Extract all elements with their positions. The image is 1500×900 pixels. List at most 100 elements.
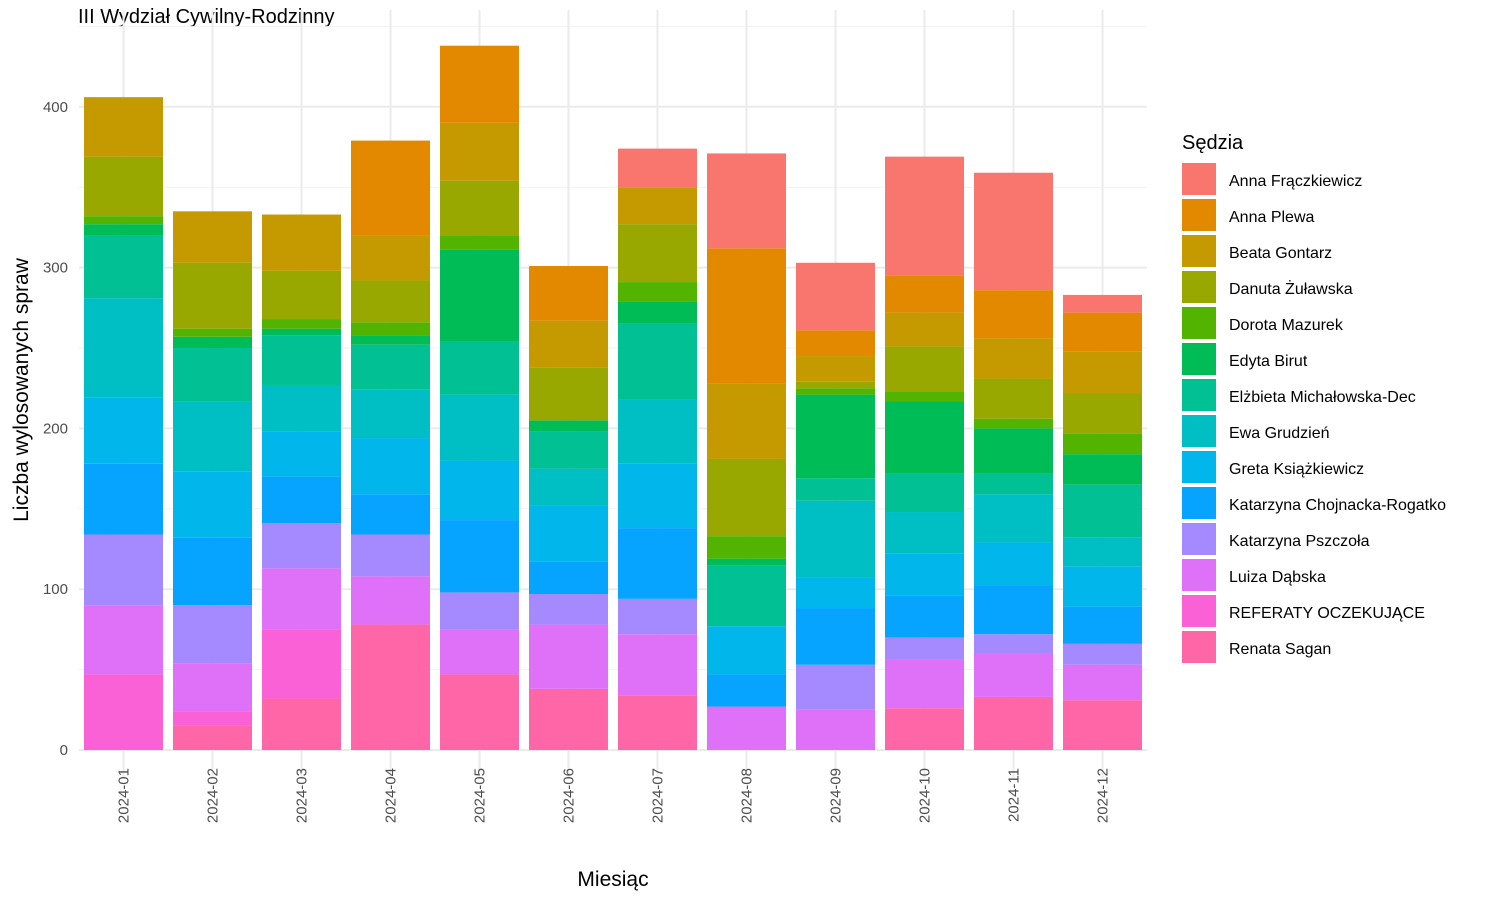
bar-segment <box>173 663 252 712</box>
bar-segment <box>84 216 163 225</box>
bar-segment <box>440 629 519 675</box>
bar-segment <box>618 695 697 750</box>
legend-label: Dorota Mazurek <box>1229 317 1344 334</box>
bar-segment <box>440 592 519 630</box>
bar-segment <box>707 536 786 559</box>
bar-segment <box>1063 484 1142 538</box>
bar-segment <box>262 629 341 699</box>
legend-key <box>1182 595 1216 627</box>
bar-segment <box>84 463 163 535</box>
x-tick-label: 2024-08 <box>739 768 756 823</box>
bar-segment <box>618 148 697 188</box>
legend-label: Katarzyna Chojnacka-Rogatko <box>1229 497 1446 514</box>
bar-segment <box>440 394 519 461</box>
bar-segment <box>440 180 519 236</box>
bar-segment <box>974 428 1053 474</box>
bar-segment <box>796 381 875 389</box>
legend-key <box>1182 631 1216 663</box>
bar-segment <box>885 637 964 660</box>
bar-segment <box>885 401 964 474</box>
bar-segment <box>173 605 252 664</box>
legend-label: Beata Gontarz <box>1229 245 1332 262</box>
bar-segment <box>1063 351 1142 394</box>
bar-segment <box>173 711 252 726</box>
bar-segment <box>529 624 608 689</box>
bar-segment <box>262 335 341 385</box>
bar-segment <box>84 156 163 217</box>
bar-segment <box>618 282 697 302</box>
bar-segment <box>262 328 341 336</box>
legend-label: Greta Książkiewicz <box>1229 461 1364 478</box>
y-axis-title: Liczba wylosowanych spraw <box>10 257 33 522</box>
bar-segment <box>974 473 1053 495</box>
bar-segment <box>351 534 430 577</box>
bar-segment <box>262 431 341 477</box>
bar-segment <box>885 553 964 596</box>
bar-segment <box>618 301 697 324</box>
y-tick-label: 200 <box>43 420 68 437</box>
legend-key <box>1182 379 1216 411</box>
bar-segment <box>440 520 519 593</box>
bar-segment <box>796 608 875 665</box>
bar-segment <box>707 565 786 627</box>
bar-segment <box>885 708 964 750</box>
bar-segment <box>351 280 430 323</box>
bar-segment <box>618 224 697 283</box>
bar-segment <box>529 420 608 432</box>
bar-segment <box>618 323 697 400</box>
x-tick-label: 2024-06 <box>561 768 578 823</box>
bar-segment <box>529 431 608 469</box>
bar-segment <box>1063 393 1142 434</box>
legend: Sędzia Anna Frączkiewicz Anna Plewa Beata … <box>1182 132 1446 663</box>
bar-segment <box>1063 606 1142 644</box>
bar-segment <box>974 542 1053 586</box>
chart-title: III Wydział Cywilny-Rodzinny <box>78 6 335 28</box>
y-tick-label: 100 <box>43 581 68 598</box>
bar-segment <box>796 330 875 357</box>
x-tick-label: 2024-07 <box>650 768 667 823</box>
legend-key <box>1182 523 1216 555</box>
legend-key <box>1182 343 1216 375</box>
bar-segment <box>173 262 252 329</box>
bar-segment <box>351 335 430 345</box>
bar-segment <box>440 249 519 342</box>
legend-label: Anna Plewa <box>1229 209 1314 226</box>
bar-segment <box>351 344 430 390</box>
bar-segment <box>618 634 697 696</box>
bar-segment <box>796 356 875 382</box>
bar-segment <box>84 298 163 398</box>
legend-key <box>1182 235 1216 267</box>
bar-segment <box>262 476 341 524</box>
legend-key <box>1182 415 1216 447</box>
bar-segment <box>885 659 964 709</box>
bar-segment <box>351 322 430 336</box>
legend-label: Luiza Dąbska <box>1229 569 1326 586</box>
x-axis-title: Miesiąc <box>577 868 648 891</box>
bar-segment <box>796 388 875 395</box>
bar-segment <box>618 399 697 464</box>
bar-segment <box>707 383 786 459</box>
bar-segment <box>974 494 1053 543</box>
bar-segment <box>796 664 875 710</box>
y-tick-label: 300 <box>43 260 68 277</box>
x-tick-label: 2024-04 <box>383 768 400 823</box>
bar-segment <box>262 698 341 750</box>
bars <box>84 45 1142 750</box>
bar-segment <box>1063 700 1142 750</box>
bar-segment <box>1063 566 1142 607</box>
bar-segment <box>440 45 519 123</box>
bar-segment <box>351 624 430 750</box>
bar-segment <box>529 505 608 562</box>
legend-label: REFERATY OCZEKUJĄCE <box>1229 605 1425 622</box>
bar-segment <box>262 270 341 320</box>
bar-segment <box>1063 643 1142 665</box>
bar-segment <box>440 341 519 395</box>
bar-segment <box>1063 294 1142 313</box>
bar-segment <box>84 397 163 464</box>
bar-segment <box>529 561 608 595</box>
bar-segment <box>796 500 875 578</box>
legend-key <box>1182 487 1216 519</box>
legend-key <box>1182 163 1216 195</box>
bar-segment <box>173 471 252 538</box>
